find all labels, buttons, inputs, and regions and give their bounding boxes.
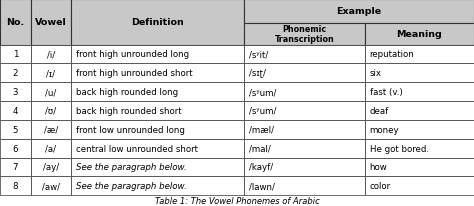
Bar [31, 120, 71, 139]
Text: 3: 3 [13, 88, 18, 97]
Text: /ʊ/: /ʊ/ [46, 107, 56, 115]
Bar [0, 139, 31, 158]
Text: /sʸum/: /sʸum/ [249, 107, 276, 115]
Text: /a/: /a/ [46, 144, 56, 153]
Text: color: color [370, 181, 391, 190]
Text: money: money [370, 125, 399, 134]
Text: Definition: Definition [131, 18, 184, 27]
Bar [31, 158, 71, 177]
Bar [31, 83, 71, 102]
Text: /sɪʈ/: /sɪʈ/ [249, 69, 266, 78]
Text: /u/: /u/ [46, 88, 56, 97]
Text: /kayf/: /kayf/ [249, 163, 273, 172]
Bar [244, 83, 365, 102]
Text: /lawn/: /lawn/ [249, 181, 275, 190]
Bar [0, 158, 31, 177]
Bar [31, 177, 71, 195]
Text: 7: 7 [13, 163, 18, 172]
Text: front high unrounded long: front high unrounded long [76, 50, 189, 59]
Text: /i/: /i/ [47, 50, 55, 59]
Bar [31, 0, 71, 45]
Text: 6: 6 [13, 144, 18, 153]
Text: /ɪ/: /ɪ/ [46, 69, 55, 78]
Bar [0, 120, 31, 139]
Text: reputation: reputation [370, 50, 414, 59]
Bar [365, 177, 474, 195]
Bar [71, 102, 244, 120]
Text: See the paragraph below.: See the paragraph below. [76, 181, 187, 190]
Bar [71, 64, 244, 83]
Text: back high rounded long: back high rounded long [76, 88, 178, 97]
Bar [244, 120, 365, 139]
Text: /mæl/: /mæl/ [249, 125, 274, 134]
Bar [71, 83, 244, 102]
Bar [71, 120, 244, 139]
Text: back high rounded short: back high rounded short [76, 107, 182, 115]
Bar [244, 45, 365, 64]
Bar [31, 139, 71, 158]
Text: /ay/: /ay/ [43, 163, 59, 172]
Bar [31, 102, 71, 120]
Bar [71, 177, 244, 195]
Text: /sʸit/: /sʸit/ [249, 50, 268, 59]
Text: Meaning: Meaning [397, 30, 442, 39]
Bar [71, 139, 244, 158]
Text: /mal/: /mal/ [249, 144, 271, 153]
Bar [244, 102, 365, 120]
Text: /sʸum/: /sʸum/ [249, 88, 276, 97]
Bar [365, 139, 474, 158]
Bar [365, 45, 474, 64]
Text: 5: 5 [13, 125, 18, 134]
Bar [244, 24, 365, 45]
Text: Vowel: Vowel [35, 18, 67, 27]
Bar [0, 83, 31, 102]
Bar [0, 0, 31, 45]
Bar [0, 102, 31, 120]
Bar [71, 158, 244, 177]
Bar [244, 0, 474, 24]
Bar [244, 177, 365, 195]
Text: fast (v.): fast (v.) [370, 88, 402, 97]
Text: Phonemic
Transcription: Phonemic Transcription [274, 25, 335, 44]
Text: front high unrounded short: front high unrounded short [76, 69, 192, 78]
Text: Table 1: The Vowel Phonemes of Arabic: Table 1: The Vowel Phonemes of Arabic [155, 197, 319, 205]
Text: 2: 2 [13, 69, 18, 78]
Text: central low unrounded short: central low unrounded short [76, 144, 198, 153]
Bar [365, 83, 474, 102]
Text: 4: 4 [13, 107, 18, 115]
Bar [31, 45, 71, 64]
Bar [71, 0, 244, 45]
Text: Example: Example [337, 7, 382, 16]
Text: See the paragraph below.: See the paragraph below. [76, 163, 187, 172]
Bar [0, 64, 31, 83]
Bar [365, 24, 474, 45]
Bar [0, 45, 31, 64]
Bar [244, 158, 365, 177]
Bar [244, 139, 365, 158]
Bar [365, 102, 474, 120]
Text: /aw/: /aw/ [42, 181, 60, 190]
Bar [365, 120, 474, 139]
Text: /æ/: /æ/ [44, 125, 58, 134]
Bar [71, 45, 244, 64]
Bar [31, 64, 71, 83]
Text: front low unrounded long: front low unrounded long [76, 125, 185, 134]
Text: 1: 1 [13, 50, 18, 59]
Bar [0, 177, 31, 195]
Text: deaf: deaf [370, 107, 389, 115]
Text: how: how [370, 163, 387, 172]
Text: six: six [370, 69, 382, 78]
Text: No.: No. [6, 18, 25, 27]
Text: 8: 8 [13, 181, 18, 190]
Bar [365, 158, 474, 177]
Text: He got bored.: He got bored. [370, 144, 428, 153]
Bar [365, 64, 474, 83]
Bar [244, 64, 365, 83]
